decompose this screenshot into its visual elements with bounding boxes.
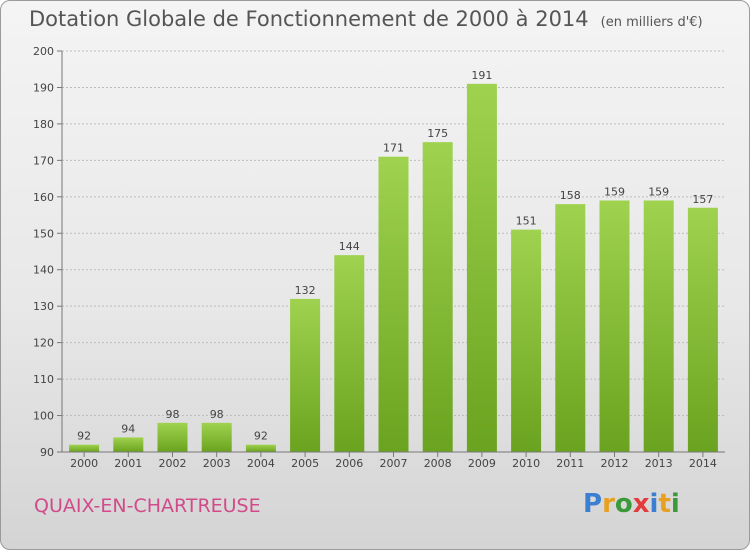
x-tick-label: 2001	[114, 457, 142, 470]
x-tick-label: 2000	[70, 457, 98, 470]
logo-letter: x	[632, 489, 650, 519]
bar	[245, 444, 276, 452]
data-label: 175	[427, 127, 448, 140]
chart-subtitle: (en milliers d'€)	[600, 15, 703, 30]
x-tick-label: 2008	[424, 457, 452, 470]
bar	[113, 437, 144, 452]
y-tick-label: 190	[33, 81, 54, 94]
x-tick-label: 2004	[247, 457, 275, 470]
x-tick-label: 2006	[335, 457, 363, 470]
bar-layer: 92 94 98 98 92 132 144 171 175 191 151 158 159 159 157	[69, 69, 718, 453]
logo-letter: t	[658, 489, 671, 519]
x-tick-label: 2013	[645, 457, 673, 470]
data-label: 94	[121, 422, 135, 435]
logo-letter: r	[602, 489, 615, 519]
data-label: 191	[471, 69, 492, 82]
y-tick-label: 120	[33, 337, 54, 350]
bar	[555, 204, 586, 452]
data-label: 144	[339, 240, 360, 253]
data-label: 159	[648, 185, 669, 198]
logo-letter: i	[649, 489, 659, 519]
data-label: 92	[254, 430, 268, 443]
bar	[157, 422, 188, 452]
data-label: 158	[560, 189, 581, 202]
x-tick-label: 2003	[203, 457, 231, 470]
data-label: 132	[295, 284, 316, 297]
data-label: 151	[516, 215, 537, 228]
bar	[687, 207, 718, 452]
bar	[201, 422, 232, 452]
x-tick-label: 2011	[556, 457, 584, 470]
x-tick-label: 2007	[380, 457, 408, 470]
logo-letter: i	[670, 489, 680, 519]
y-tick-label: 160	[33, 191, 54, 204]
x-tick-label: 2010	[512, 457, 540, 470]
data-label: 98	[210, 408, 224, 421]
x-tick-label: 2002	[159, 457, 187, 470]
y-tick-label: 200	[33, 45, 54, 58]
data-label: 157	[692, 193, 713, 206]
y-tick-label: 150	[33, 227, 54, 240]
y-tick-label: 170	[33, 154, 54, 167]
chart-title-text: Dotation Globale de Fonctionnement de 20…	[29, 7, 589, 31]
logo-letter: o	[614, 489, 633, 519]
bar	[69, 444, 100, 452]
bar	[511, 229, 542, 452]
axis-layer: 90 100 110 120 130 140 150 160 170 180 190 200 2000 2…	[33, 45, 725, 470]
bar	[599, 200, 630, 452]
data-label: 171	[383, 142, 404, 155]
bar	[466, 83, 497, 453]
x-tick-label: 2012	[601, 457, 629, 470]
y-tick-label: 180	[33, 118, 54, 131]
bar	[334, 255, 365, 452]
x-tick-label: 2009	[468, 457, 496, 470]
x-tick-label: 2014	[689, 457, 717, 470]
data-label: 159	[604, 185, 625, 198]
y-tick-label: 130	[33, 300, 54, 313]
bar	[378, 156, 409, 452]
logo-letter: P	[583, 489, 603, 519]
y-tick-label: 110	[33, 373, 54, 386]
data-label: 92	[77, 430, 91, 443]
bar	[643, 200, 674, 452]
y-tick-label: 140	[33, 264, 54, 277]
proxiti-logo[interactable]: Proxiti	[583, 489, 680, 519]
bar	[290, 298, 321, 452]
bar	[422, 142, 453, 453]
x-tick-label: 2005	[291, 457, 319, 470]
y-tick-label: 100	[33, 410, 54, 423]
commune-name: QUAIX-EN-CHARTREUSE	[34, 495, 261, 517]
chart-title: Dotation Globale de Fonctionnement de 20…	[29, 7, 703, 31]
data-label: 98	[166, 408, 180, 421]
y-tick-label: 90	[40, 446, 54, 459]
